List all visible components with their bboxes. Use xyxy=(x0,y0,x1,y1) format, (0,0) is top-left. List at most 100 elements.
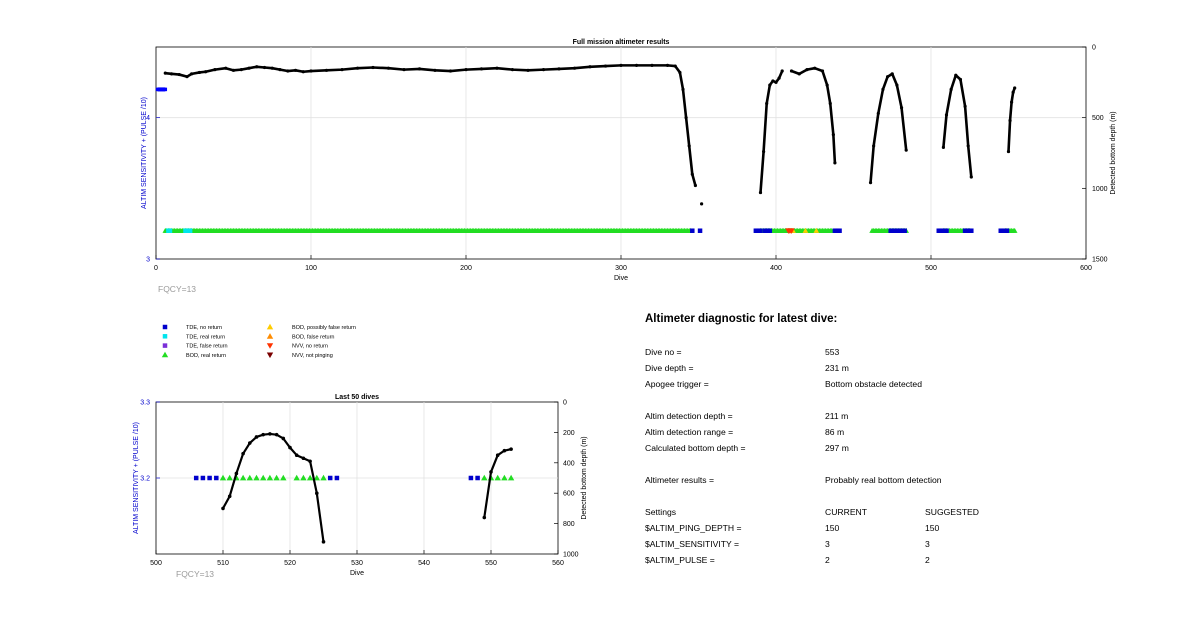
depth-line xyxy=(222,432,325,542)
diagnostic-row: Apogee trigger = Bottom obstacle detecte… xyxy=(645,379,1165,393)
legend-label: TDE, no return xyxy=(186,325,222,331)
diagnostic-label: Altimeter results = xyxy=(645,475,715,485)
diagnostic-row: Altim detection range = 86 m xyxy=(645,427,1165,441)
bod-real-return-marker xyxy=(494,474,501,481)
diagnostic-value: Bottom obstacle detected xyxy=(825,379,922,389)
depth-point xyxy=(673,64,677,68)
depth-point xyxy=(163,71,167,75)
settings-row: $ALTIM_SENSITIVITY = 3 3 xyxy=(645,539,1165,553)
tde-no-return-marker xyxy=(837,228,842,233)
last-x-tick-label: 520 xyxy=(284,560,296,567)
settings-point xyxy=(163,87,168,92)
depth-point xyxy=(777,76,781,80)
depth-point xyxy=(417,67,422,71)
main-left-tick-label: 3 xyxy=(146,257,150,264)
last-left-tick-label: 3.2 xyxy=(140,476,150,483)
depth-point xyxy=(690,172,694,176)
depth-point xyxy=(371,65,375,70)
last-50-dives-chart: Last 50 dives Dive ALTIM SENSITIVITY + (… xyxy=(133,394,588,579)
settings-header-label: Settings xyxy=(645,507,677,517)
diagnostic-row: Dive depth = 231 m xyxy=(645,363,1165,377)
depth-point xyxy=(797,72,801,76)
legend-label: TDE, real return xyxy=(186,334,225,340)
depth-point xyxy=(221,506,225,511)
depth-point xyxy=(619,63,623,67)
depth-point xyxy=(286,69,290,73)
bod-real-return-marker xyxy=(313,474,320,481)
last-x-axis-label: Dive xyxy=(350,570,364,577)
depth-point xyxy=(464,68,468,72)
last-left-axis-label: ALTIM SENSITIVITY + (PULSE /10) xyxy=(133,422,140,534)
depth-point xyxy=(886,75,890,79)
tde-no-return-marker xyxy=(767,228,773,233)
last-x-tick-label: 560 xyxy=(552,560,564,567)
diagnostic-row: Altimeter results = Probably real bottom… xyxy=(645,475,1165,489)
tde-no-return-marker xyxy=(902,228,907,233)
depth-point xyxy=(294,453,299,458)
main-x-tick-label: 100 xyxy=(305,265,317,272)
depth-point xyxy=(433,68,437,72)
depth-point xyxy=(813,66,817,70)
depth-point xyxy=(805,68,809,72)
diagnostic-value: 231 m xyxy=(825,363,849,373)
depth-point xyxy=(231,68,236,72)
depth-point xyxy=(301,456,306,461)
depth-point xyxy=(448,69,453,73)
main-x-tick-label: 500 xyxy=(925,265,937,272)
full-mission-chart: Full mission altimeter results Dive ALTI… xyxy=(141,39,1117,294)
legend-label: BOD, false return xyxy=(292,334,335,340)
main-right-tick-label: 0 xyxy=(1092,45,1096,52)
main-x-tick-label: 200 xyxy=(460,265,472,272)
depth-point xyxy=(1011,90,1015,94)
bod-real-return-marker xyxy=(293,474,300,481)
bod-real-return-marker xyxy=(260,474,267,481)
depth-point xyxy=(278,68,282,72)
depth-point xyxy=(262,65,267,70)
depth-point xyxy=(678,70,682,75)
legend-marker-triangle-up xyxy=(161,351,169,358)
last-left-tick-label: 3.3 xyxy=(140,400,150,407)
depth-point xyxy=(482,515,487,520)
depth-point xyxy=(502,448,507,453)
bod-real-return-marker xyxy=(253,474,260,481)
depth-point xyxy=(954,73,958,77)
tde-no-return-marker xyxy=(758,228,763,233)
depth-point xyxy=(204,70,208,74)
diagnostic-value: 211 m xyxy=(825,411,849,421)
chart-1-data xyxy=(193,432,515,544)
depth-point xyxy=(1006,149,1011,154)
depth-point xyxy=(771,79,775,83)
settings-row: $ALTIM_PULSE = 2 2 xyxy=(645,555,1165,569)
settings-row: $ALTIM_PING_DEPTH = 150 150 xyxy=(645,523,1165,537)
tde-no-return-marker xyxy=(475,475,480,481)
depth-point xyxy=(765,101,769,106)
legend-marker-triangle-down xyxy=(266,343,274,349)
depth-point xyxy=(872,144,876,148)
depth-point xyxy=(248,441,252,445)
diagnostic-row: Dive no = 553 xyxy=(645,347,1165,361)
depth-point xyxy=(227,494,232,499)
depth-point xyxy=(324,68,329,72)
settings-header-suggested: SUGGESTED xyxy=(925,507,979,517)
altimeter-diagnostic-panel: Altimeter diagnostic for latest dive: Di… xyxy=(645,313,1165,583)
legend: TDE, no return TDE, real return TDE, false… xyxy=(161,323,356,359)
setting-suggested: 3 xyxy=(925,539,930,549)
bod-real-return-marker xyxy=(246,474,253,481)
main-left-axis-label: ALTIM SENSITIVITY + (PULSE /10) xyxy=(141,97,148,209)
diagnostic-label: Altim detection range = xyxy=(645,427,734,437)
depth-point xyxy=(541,68,546,72)
depth-point xyxy=(309,69,313,73)
setting-current: 150 xyxy=(825,523,840,533)
diagnostic-title: Altimeter diagnostic for latest dive: xyxy=(645,313,838,325)
bod-real-return-marker xyxy=(273,474,280,481)
depth-point xyxy=(588,65,592,69)
tde-no-return-marker xyxy=(334,475,340,481)
depth-point xyxy=(268,432,272,436)
depth-point xyxy=(687,144,691,148)
depth-point xyxy=(899,106,904,110)
setting-name: $ALTIM_PING_DEPTH = xyxy=(645,523,742,533)
depth-point xyxy=(963,104,967,108)
depth-point xyxy=(489,470,493,474)
last-chart-title: Last 50 dives xyxy=(335,394,379,401)
